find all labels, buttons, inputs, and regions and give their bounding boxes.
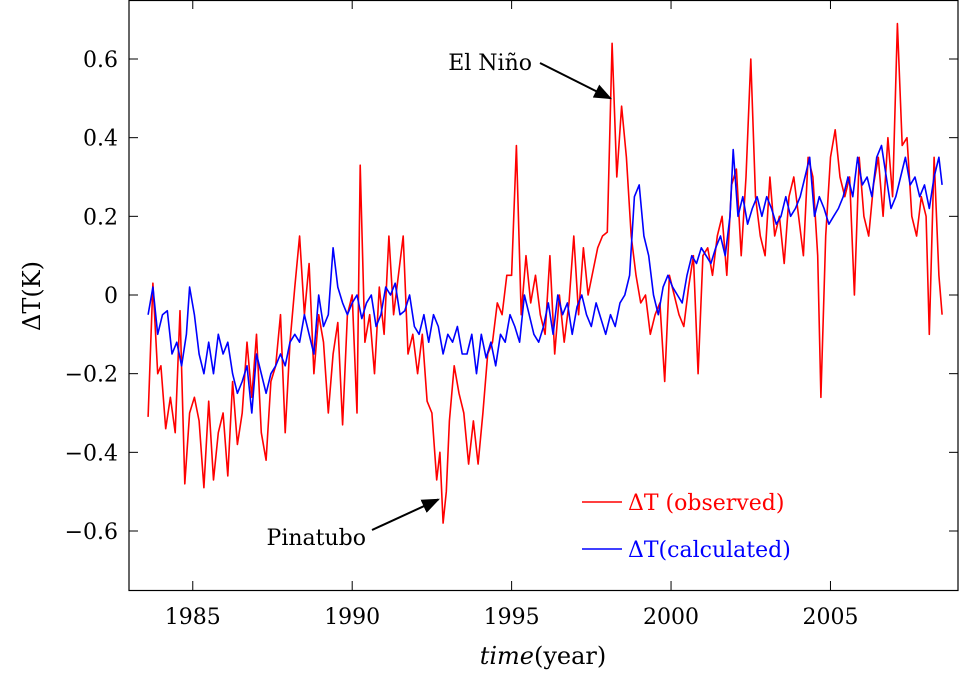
x-axis-title: time(year) — [480, 642, 607, 670]
annotations: El Niño Pinatubo — [267, 51, 613, 551]
x-tick-label: 2005 — [802, 605, 858, 630]
annotation-label: Pinatubo — [267, 526, 366, 551]
series-line-observed — [147, 22, 943, 524]
annotation-arrow — [371, 498, 440, 531]
y-tick-label: −0.2 — [65, 363, 118, 388]
series-layer — [147, 22, 943, 524]
x-axis-title-unit: (year) — [534, 642, 606, 670]
legend-label-calculated: ΔT(calculated) — [628, 538, 791, 563]
y-tick-label: 0 — [104, 284, 118, 309]
annotation-arrow — [539, 62, 613, 100]
y-tick-label: 0.2 — [83, 205, 118, 230]
legend-label-observed: ΔT (observed) — [628, 491, 784, 516]
x-tick-label: 1995 — [484, 605, 540, 630]
x-axis-title-var: time — [480, 642, 534, 670]
y-tick-label: −0.4 — [65, 441, 118, 466]
x-tick-label: 1990 — [324, 605, 380, 630]
legend: ΔT (observed) ΔT(calculated) — [582, 491, 791, 563]
y-tick-label: 0.6 — [83, 48, 118, 73]
series-line-calculated — [147, 144, 943, 414]
ticks-layer: 1985 1990 1995 2000 2005 −0.6 −0.4 −0.2 0 0.2 0.4 0… — [65, 0, 958, 630]
y-tick-label: −0.6 — [65, 520, 118, 545]
y-axis-title: ΔT(K) — [18, 261, 46, 331]
plot-frame — [128, 0, 959, 592]
x-tick-label: 2000 — [643, 605, 699, 630]
x-tick-label: 1985 — [165, 605, 221, 630]
annotation-label: El Niño — [448, 51, 532, 76]
y-tick-label: 0.4 — [83, 127, 118, 152]
